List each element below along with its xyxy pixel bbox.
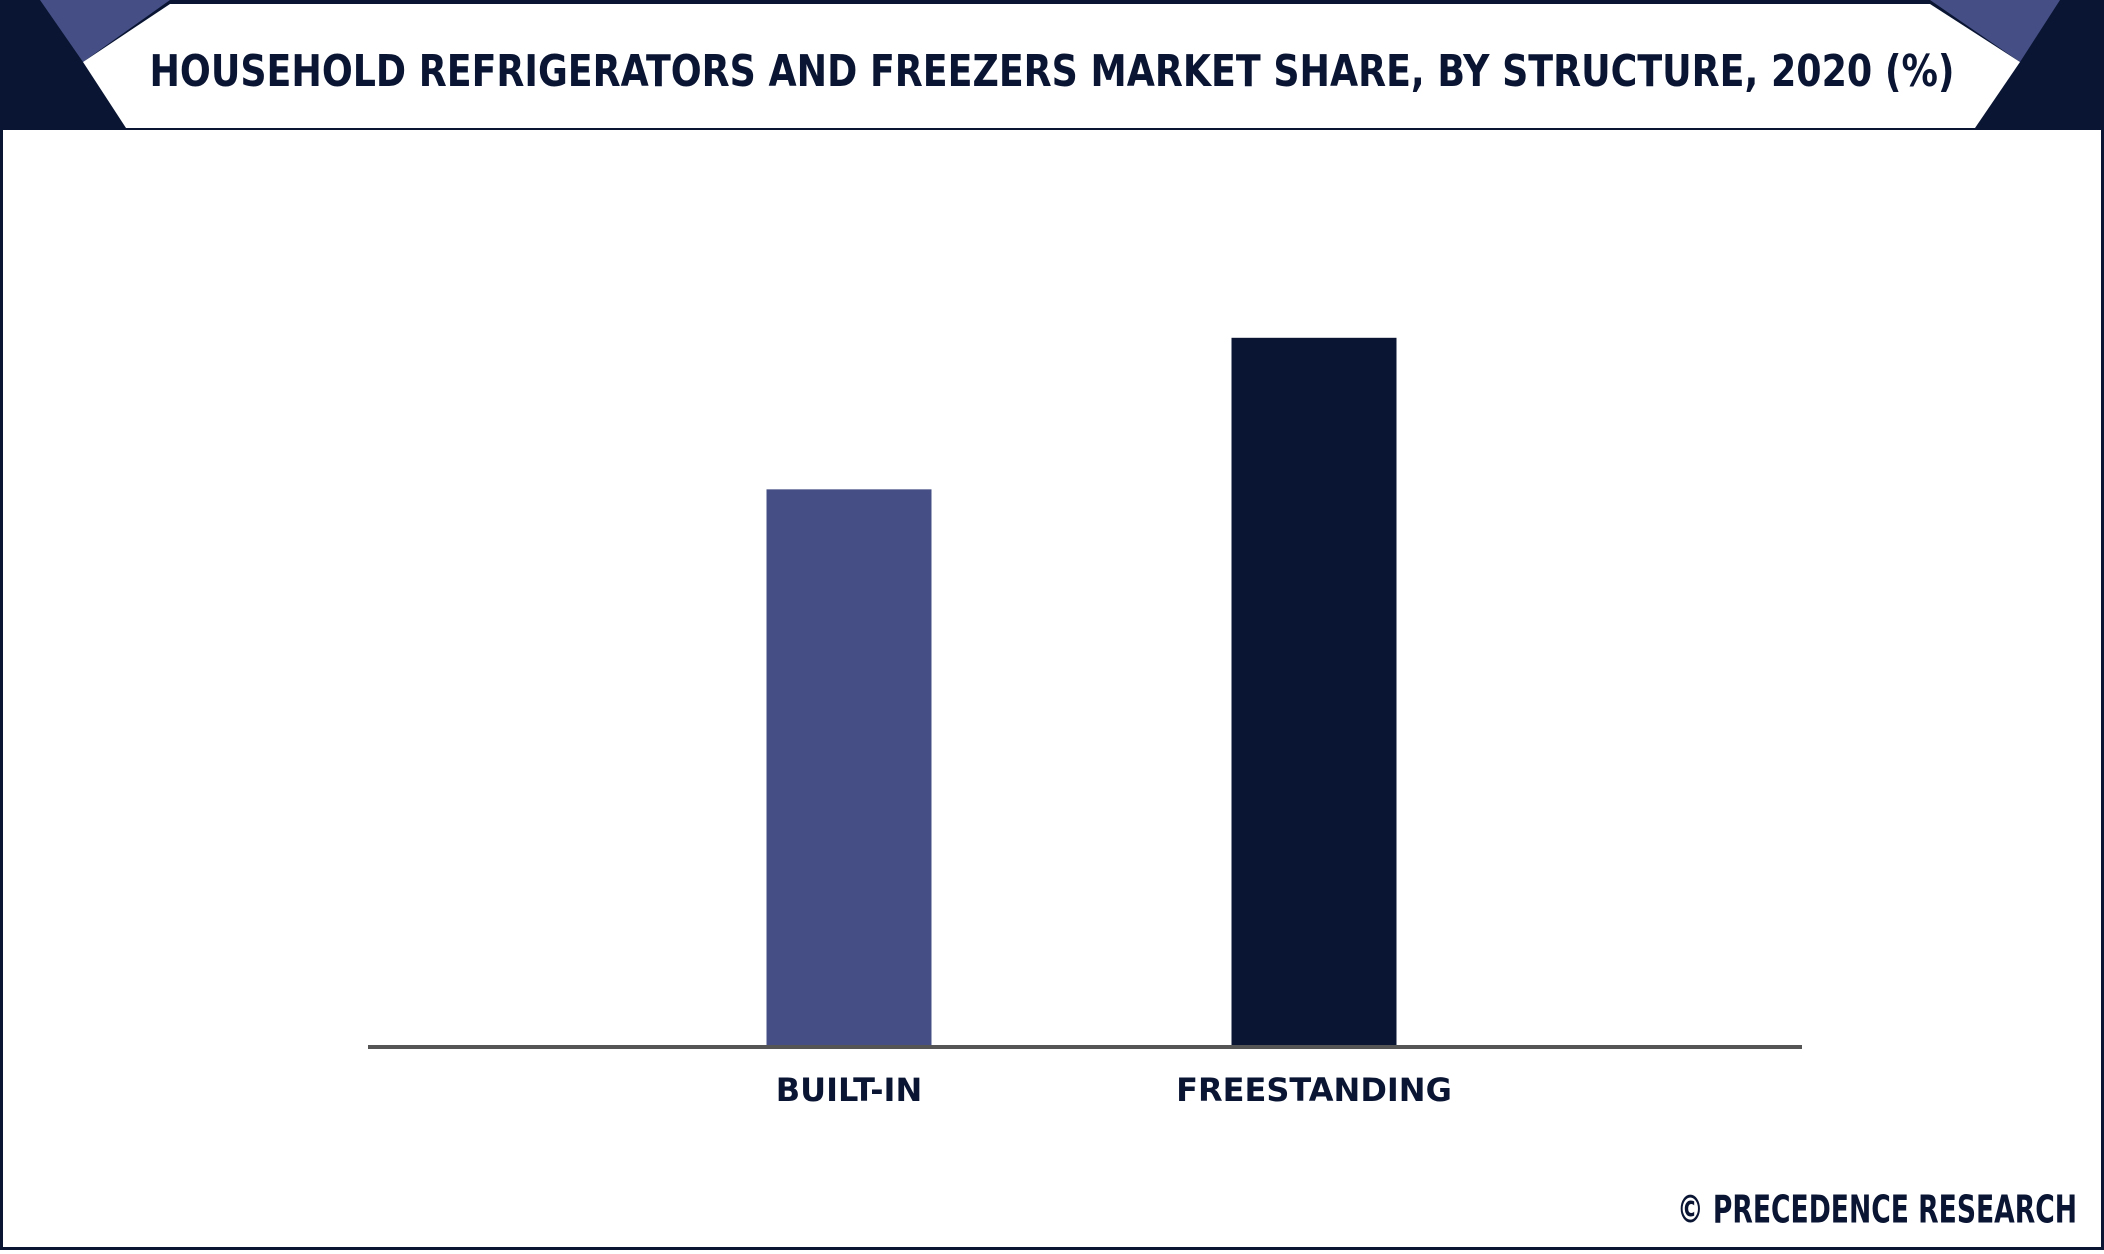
header-panel [83, 4, 2020, 128]
corner-accent [1930, 0, 2060, 62]
x-tick-label: BUILT-IN [776, 1071, 922, 1109]
x-tick-label: FREESTANDING [1176, 1071, 1452, 1109]
corner-accent [40, 0, 170, 62]
chart-title: HOUSEHOLD REFRIGERATORS AND FREEZERS MAR… [150, 46, 1955, 97]
bar [1231, 337, 1397, 1045]
source-credit: © PRECEDENCE RESEARCH [1677, 1188, 2077, 1232]
bar [766, 489, 932, 1045]
